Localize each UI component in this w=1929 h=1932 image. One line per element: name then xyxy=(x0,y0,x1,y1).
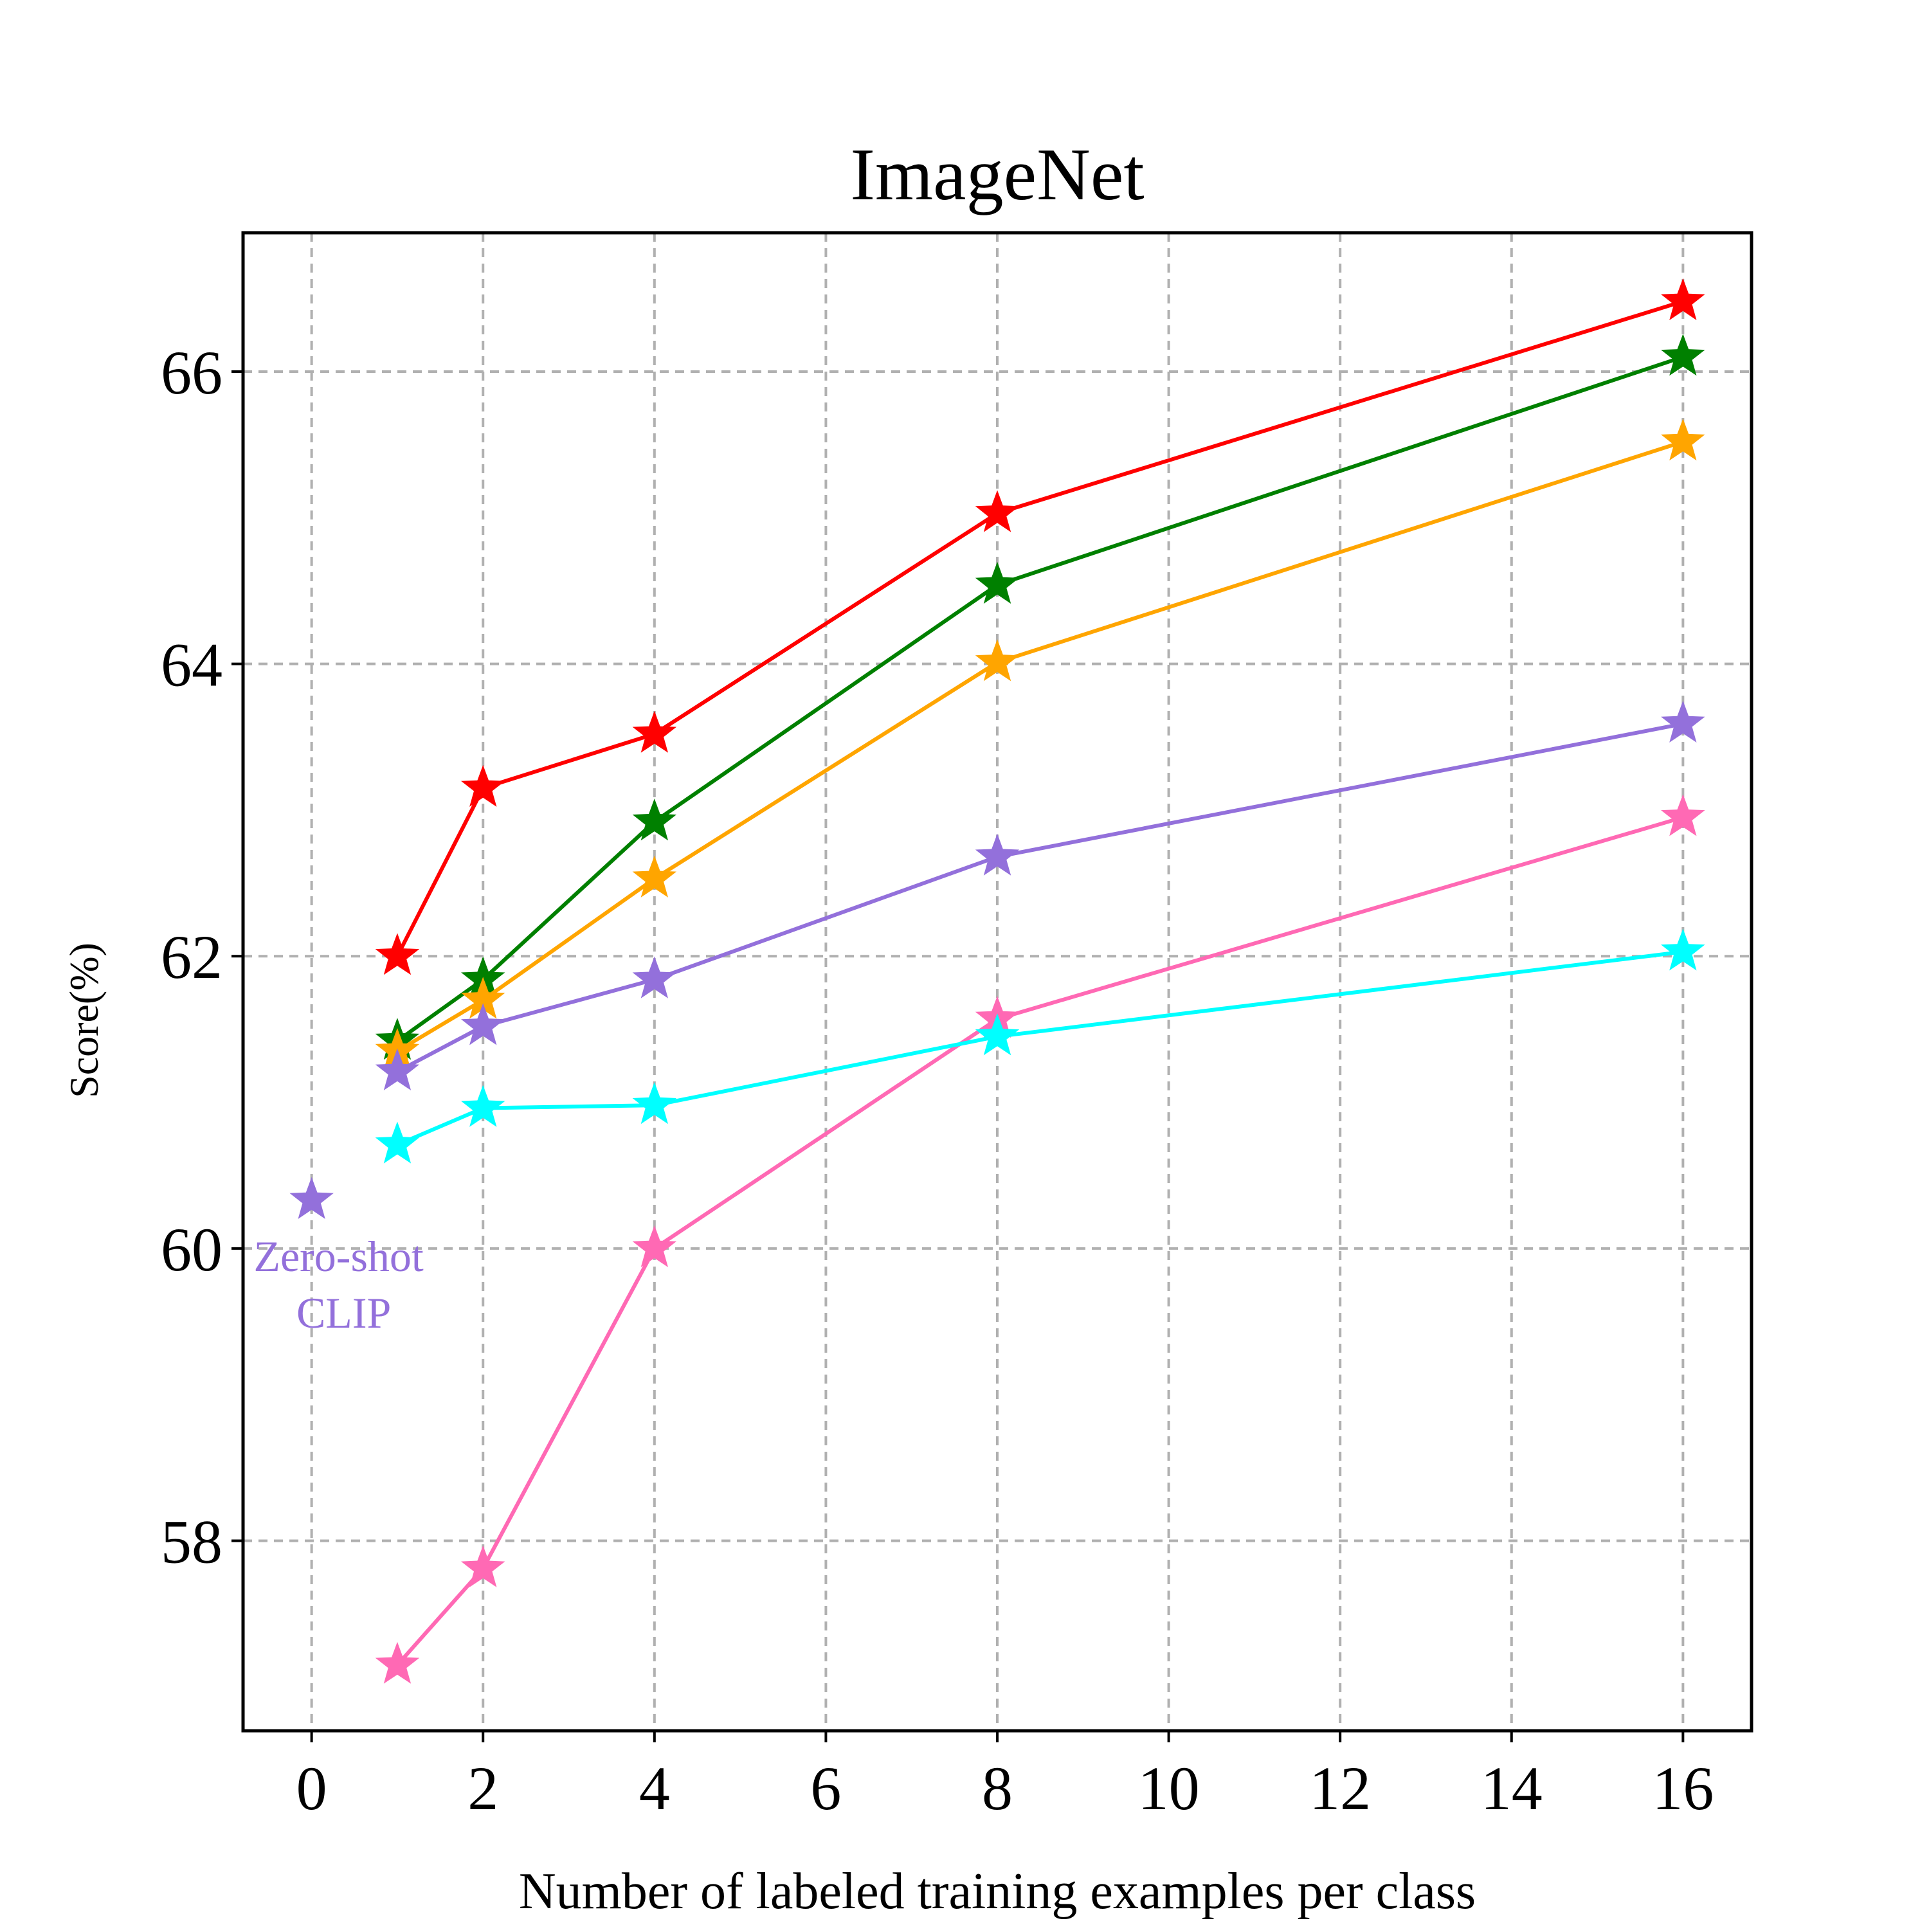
series-line xyxy=(395,815,1685,1667)
data-point-marker xyxy=(632,855,677,898)
series-line xyxy=(395,299,1685,959)
series-3 xyxy=(375,700,1705,1090)
data-point-marker xyxy=(1661,700,1705,743)
data-point-marker xyxy=(1661,928,1705,971)
y-tick-label: 66 xyxy=(161,338,222,407)
y-axis-label: Score(%) xyxy=(61,943,107,1098)
data-point-marker xyxy=(375,1121,420,1164)
data-point-marker xyxy=(632,710,677,753)
data-point-marker xyxy=(975,1013,1020,1056)
x-tick-label: 12 xyxy=(1309,1754,1371,1823)
series-line xyxy=(395,721,1685,1074)
series-line xyxy=(395,355,1685,1043)
data-point-marker xyxy=(975,490,1020,532)
data-point-marker xyxy=(975,833,1020,876)
y-tick-label: 58 xyxy=(161,1507,222,1576)
x-tick-label: 6 xyxy=(810,1754,841,1823)
data-point-marker xyxy=(1661,334,1705,376)
data-point-marker xyxy=(1661,278,1705,320)
data-point-marker xyxy=(375,933,420,975)
y-tick-label: 64 xyxy=(161,631,222,700)
series-1 xyxy=(375,334,1705,1060)
zero-shot-marker xyxy=(289,1177,334,1219)
annotation-group: Zero-shot CLIP xyxy=(253,1177,424,1337)
annotation-clip: CLIP xyxy=(296,1288,391,1337)
data-point-marker xyxy=(461,977,505,1019)
data-point-marker xyxy=(1661,794,1705,836)
data-point-marker xyxy=(375,1641,420,1684)
x-axis-label: Number of labeled training examples per … xyxy=(519,1863,1476,1920)
data-point-marker xyxy=(461,1545,505,1587)
x-tick-label: 14 xyxy=(1481,1754,1543,1823)
series-group xyxy=(375,278,1705,1684)
x-tick-label: 10 xyxy=(1138,1754,1200,1823)
data-point-marker xyxy=(375,1048,420,1090)
annotation-zero-shot: Zero-shot xyxy=(253,1232,423,1281)
x-tick-label: 8 xyxy=(982,1754,1013,1823)
x-tick-label: 2 xyxy=(467,1754,498,1823)
x-tick-label: 0 xyxy=(296,1754,327,1823)
y-tick-label: 62 xyxy=(161,923,222,991)
data-point-marker xyxy=(632,799,677,841)
series-line xyxy=(395,950,1685,1147)
data-point-marker xyxy=(975,561,1020,604)
data-point-marker xyxy=(975,639,1020,682)
series-line xyxy=(395,440,1685,1053)
axis-ticks: 0 2 4 6 8 10 12 14 16 58 60 62 64 66 xyxy=(161,338,1714,1823)
series-0 xyxy=(375,278,1705,975)
y-tick-label: 60 xyxy=(161,1215,222,1284)
data-point-marker xyxy=(632,956,677,998)
series-4 xyxy=(375,794,1705,1684)
data-point-marker xyxy=(461,1085,505,1127)
data-point-marker xyxy=(632,1082,677,1124)
data-point-marker xyxy=(461,1003,505,1045)
x-tick-label: 16 xyxy=(1652,1754,1714,1823)
chart-title: ImageNet xyxy=(850,134,1144,216)
grid xyxy=(243,233,1752,1731)
x-tick-label: 4 xyxy=(639,1754,670,1823)
data-point-marker xyxy=(1661,419,1705,461)
series-5 xyxy=(375,928,1705,1164)
data-point-marker xyxy=(461,764,505,807)
data-point-marker xyxy=(632,1225,677,1267)
